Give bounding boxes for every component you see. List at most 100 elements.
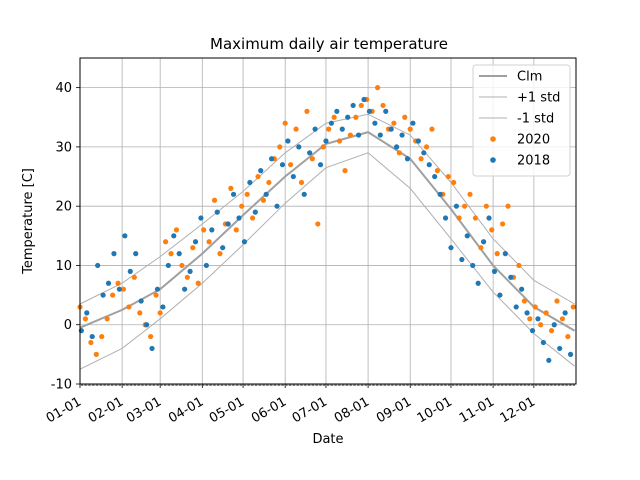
data-point [110,292,116,298]
data-point [513,304,519,310]
data-point [347,132,354,138]
data-point [396,150,402,156]
data-point [328,120,334,126]
data-point [326,126,332,132]
data-point [126,304,132,310]
data-point [464,233,470,239]
x-axis-label: Date [312,432,343,447]
data-point [190,245,196,251]
data-point [353,114,359,120]
y-tick-label: 20 [55,200,72,215]
data-point [82,316,89,322]
legend-marker-swatch [490,136,496,142]
data-point [122,233,128,239]
data-point [516,262,522,269]
data-point [548,328,555,334]
data-point [252,209,258,215]
y-tick-label: 0 [64,318,72,333]
data-point [255,173,261,180]
data-point [442,215,449,221]
data-point [266,179,272,186]
series-line [79,131,576,332]
data-point [111,251,117,257]
data-point [456,215,462,221]
data-point [127,268,133,274]
data-point [342,168,348,174]
data-point [298,179,305,186]
data-point [168,251,174,257]
data-point [176,251,182,257]
data-point [279,162,286,168]
data-point [269,156,275,162]
data-point [115,280,121,286]
data-point [309,156,315,162]
data-point [521,298,527,304]
legend: Clm +1 std -1 std 2020 2018 [472,64,571,177]
data-point [282,120,288,126]
data-point [557,345,563,352]
data-point [434,168,440,174]
data-point [153,292,159,298]
data-point [320,144,326,150]
data-point [116,286,123,292]
data-point [448,245,454,251]
data-point [404,156,411,162]
data-point [301,191,307,197]
x-tick-label: 05-01 [207,394,247,426]
data-point [570,304,576,310]
data-point [423,144,430,150]
data-point [277,144,283,150]
data-point [480,239,487,245]
data-point [483,203,489,209]
data-point [209,227,215,233]
data-point [214,209,220,215]
data-point [451,179,457,186]
data-point [258,168,264,174]
legend-box [472,64,571,177]
data-point [500,221,506,227]
data-point [173,227,180,233]
data-point [93,351,99,357]
x-tick-label: 11-01 [457,394,497,426]
data-point [426,162,432,168]
data-point [154,286,161,292]
data-point [529,328,536,334]
data-point [491,268,498,274]
series-line [79,152,575,370]
data-point [95,262,101,269]
data-point [100,292,106,298]
x-tick-label: 09-01 [374,394,414,426]
series-line [79,113,575,305]
data-point [312,126,318,132]
data-point [288,162,294,168]
data-point [192,239,199,245]
data-point [407,126,413,132]
legend-label: +1 std [517,91,560,106]
x-tick-label: 12-01 [498,394,538,426]
data-point [380,102,386,109]
data-point [334,108,340,114]
data-point [293,126,299,132]
data-point [565,333,571,340]
data-point [429,126,435,132]
data-point [307,150,313,156]
data-point [274,203,280,209]
legend-marker-swatch [490,157,496,163]
data-point [543,310,549,316]
data-point [366,108,373,114]
data-point [546,357,552,363]
data-point [467,191,473,197]
y-tick-label: 30 [55,140,72,155]
data-point [187,268,193,274]
data-point [228,185,234,191]
data-point [432,173,438,180]
y-tick-label: 10 [55,259,72,274]
data-point [89,333,95,340]
data-point [391,120,397,126]
data-point [239,203,245,209]
x-tick-label: 07-01 [290,394,330,426]
data-point [184,274,190,280]
data-point [104,316,110,322]
data-point [421,150,427,156]
data-point [399,132,405,138]
